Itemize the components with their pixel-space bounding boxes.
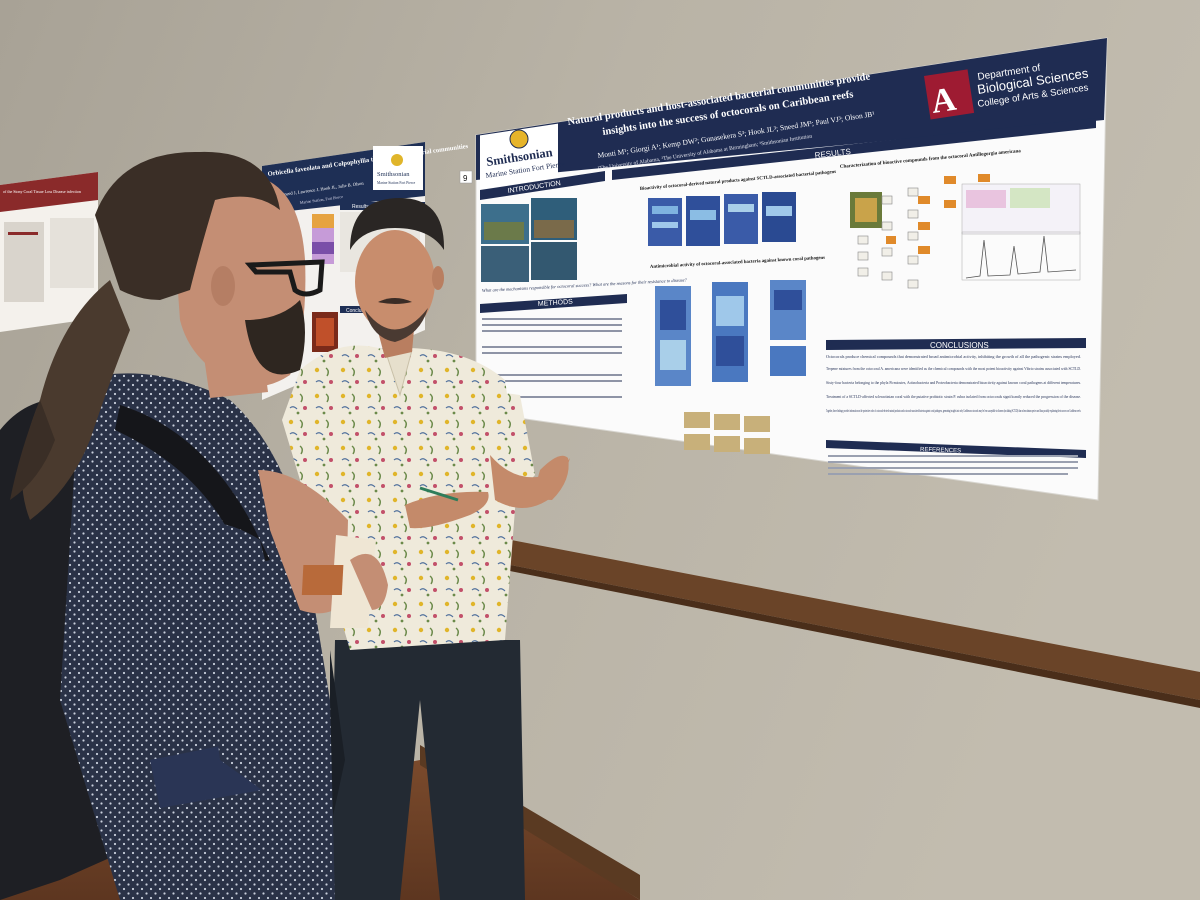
- methods-text: [482, 318, 622, 398]
- presenter-legs: [330, 640, 525, 900]
- far-left-poster: of the Stony Coral Tissue Loss Disease i…: [0, 172, 98, 332]
- presenter: [282, 198, 570, 900]
- attendee-ponytail: [22, 280, 130, 520]
- conclusion-1: Octocorals produce chemical compounds th…: [826, 354, 1081, 360]
- presenter-ear: [432, 266, 444, 290]
- conclusion-4: Treatment of a SCTLD-affected scleractin…: [826, 394, 1081, 399]
- conclusion-5: Together, these findings provide informa…: [826, 408, 1081, 414]
- poster-number: [459, 170, 473, 184]
- introduction-bar: [480, 171, 605, 200]
- coral-treatment-photos: [684, 412, 770, 454]
- presenter-beard: [365, 308, 428, 342]
- heatmap-bottom: [655, 280, 806, 386]
- results-bar: [612, 118, 1096, 180]
- presenter-right-hand: [405, 491, 489, 529]
- heatmap-top: [648, 192, 796, 246]
- coral-reef-photo-4: [531, 242, 577, 280]
- presenter-hand: [535, 455, 569, 500]
- conclusion-2: Terpene mixtures from the octocoral A. a…: [826, 366, 1081, 371]
- marker-pen: [419, 486, 459, 502]
- chromatogram: [965, 235, 1077, 279]
- far-left-poster-title: of the Stony Coral Tissue Loss Disease i…: [3, 189, 81, 194]
- smithsonian-logo-box: [480, 123, 558, 190]
- references-bar: [826, 440, 1086, 458]
- left-poster-conclusions-label: Conclusions: [346, 308, 374, 314]
- fractionation-diagram: [857, 187, 919, 289]
- presenter-mustache: [378, 298, 412, 304]
- conclusion-3: Sixty-four bacteria belonging to the phy…: [826, 380, 1081, 386]
- results-label: RESULTS: [814, 147, 851, 160]
- alabama-a-logo: [924, 69, 975, 120]
- smithsonian-sun-logo: [391, 154, 403, 166]
- left-poster-institution: Smithsonian: [377, 171, 410, 178]
- presenter-hair: [350, 198, 445, 250]
- attendee-strap: [115, 405, 270, 565]
- alabama-a-icon: A: [929, 81, 959, 121]
- attendee-ear: [211, 266, 235, 306]
- attendee-arm: [190, 520, 300, 790]
- smithsonian-sun-icon: [509, 129, 529, 149]
- poster-number-label: 9: [463, 174, 468, 183]
- presenter-face: [355, 230, 435, 334]
- conclusions-label: CONCLUSIONS: [930, 341, 989, 350]
- coral-reef-photo-3: [481, 246, 529, 282]
- references-text: [828, 455, 1078, 475]
- references-label: REFERENCES: [920, 447, 961, 454]
- left-poster-results-label: Results: [352, 204, 369, 210]
- conclusions-bar: [826, 338, 1086, 350]
- methods-bar: [480, 294, 627, 313]
- chair-rail: [485, 535, 1200, 700]
- main-poster: Smithsonian Marine Station Fort Pierce N…: [459, 37, 1108, 501]
- left-poster-institution-sub: Marine Station Fort Pierce: [377, 181, 416, 185]
- attendee-hair: [95, 151, 280, 300]
- glasses-icon: [244, 259, 325, 297]
- attendee-beard: [245, 300, 305, 375]
- methods-label: METHODS: [538, 299, 574, 308]
- attendee: [0, 151, 388, 900]
